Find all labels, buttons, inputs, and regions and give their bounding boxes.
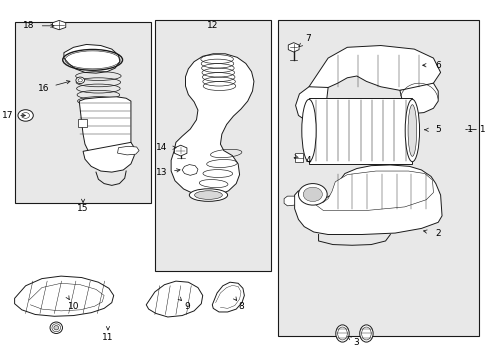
Text: 10: 10 xyxy=(68,302,79,311)
Polygon shape xyxy=(15,276,114,316)
Bar xyxy=(308,98,411,163)
Circle shape xyxy=(22,113,29,118)
Ellipse shape xyxy=(54,325,59,330)
Ellipse shape xyxy=(407,105,416,156)
Polygon shape xyxy=(311,171,432,211)
Text: 15: 15 xyxy=(77,204,89,213)
Bar xyxy=(294,153,303,162)
Ellipse shape xyxy=(194,191,222,199)
Polygon shape xyxy=(146,281,203,317)
Ellipse shape xyxy=(405,99,419,162)
Text: 18: 18 xyxy=(23,21,35,30)
Polygon shape xyxy=(79,97,131,159)
Bar xyxy=(277,21,478,336)
Ellipse shape xyxy=(301,99,316,162)
Polygon shape xyxy=(399,83,437,114)
Polygon shape xyxy=(52,21,65,30)
Text: 5: 5 xyxy=(434,125,440,134)
Polygon shape xyxy=(117,146,139,155)
Polygon shape xyxy=(83,142,134,172)
Ellipse shape xyxy=(52,324,61,332)
Text: -1: -1 xyxy=(464,125,473,134)
Circle shape xyxy=(298,184,326,205)
Polygon shape xyxy=(284,196,294,206)
Text: 7: 7 xyxy=(305,34,310,43)
Bar xyxy=(78,119,87,127)
Bar xyxy=(155,21,270,271)
Text: 17: 17 xyxy=(1,111,13,120)
Ellipse shape xyxy=(361,327,370,340)
Polygon shape xyxy=(182,165,198,175)
Polygon shape xyxy=(288,42,299,52)
Bar xyxy=(15,22,151,203)
Ellipse shape xyxy=(337,327,346,340)
Text: 13: 13 xyxy=(156,168,167,177)
Circle shape xyxy=(303,187,322,202)
Text: — 1: — 1 xyxy=(467,125,485,134)
Polygon shape xyxy=(64,44,120,73)
Polygon shape xyxy=(171,54,253,196)
Text: 11: 11 xyxy=(102,333,114,342)
Text: 8: 8 xyxy=(238,302,244,311)
Text: 6: 6 xyxy=(434,61,440,70)
Text: 4: 4 xyxy=(305,156,310,165)
Text: 12: 12 xyxy=(206,21,218,30)
Ellipse shape xyxy=(359,325,372,342)
Text: 9: 9 xyxy=(183,302,189,311)
Polygon shape xyxy=(174,145,186,156)
Polygon shape xyxy=(212,282,244,312)
Text: 14: 14 xyxy=(156,143,167,152)
Ellipse shape xyxy=(50,322,62,333)
Circle shape xyxy=(18,110,33,121)
Polygon shape xyxy=(308,45,440,90)
Ellipse shape xyxy=(189,189,227,201)
Text: 3: 3 xyxy=(352,338,358,347)
Ellipse shape xyxy=(335,325,348,342)
Text: 2: 2 xyxy=(434,229,440,238)
Text: 16: 16 xyxy=(38,84,49,93)
Ellipse shape xyxy=(78,79,82,82)
Polygon shape xyxy=(295,87,327,123)
Polygon shape xyxy=(294,165,441,234)
Ellipse shape xyxy=(76,77,84,84)
